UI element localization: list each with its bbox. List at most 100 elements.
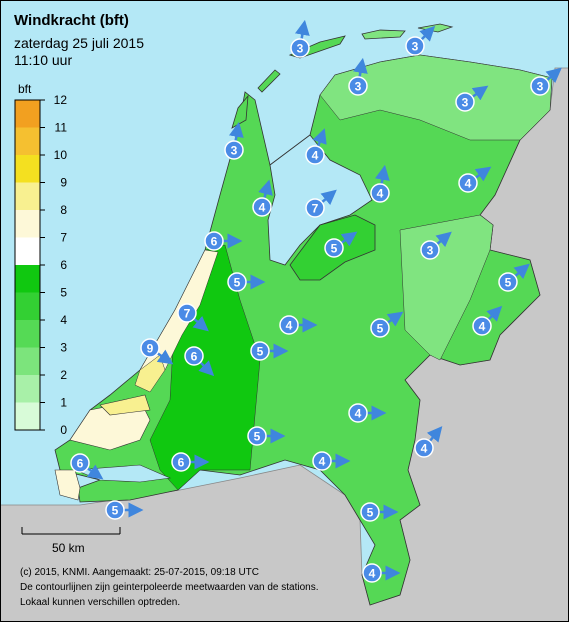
station-marker	[204, 231, 224, 251]
station-value: 3	[462, 96, 469, 110]
station: 4	[472, 305, 503, 336]
station-value: 6	[191, 350, 198, 364]
station: 4	[458, 166, 492, 193]
station: 6	[204, 231, 243, 251]
station: 5	[227, 272, 266, 292]
station-value: 4	[369, 567, 376, 581]
station-marker	[370, 318, 390, 338]
station: 3	[405, 25, 436, 56]
station-value: 4	[286, 319, 293, 333]
stations: 3 3 3 3 3 3 4 4 4 7 4 6 5 3 5 5 7 4 5 4 9 6 5 4 5 4 4 6 6 5 5 4	[70, 19, 562, 583]
legend-label: 6	[60, 258, 67, 272]
station-value: 3	[537, 80, 544, 94]
station: 9	[140, 338, 174, 365]
zeeland	[99, 394, 151, 416]
station: 6	[171, 452, 210, 472]
station-value: 5	[377, 322, 384, 336]
station-value: 4	[377, 187, 384, 201]
station-marker	[247, 426, 267, 446]
station-marker	[177, 303, 197, 323]
legend-band	[15, 237, 40, 265]
region-light	[319, 54, 553, 141]
map-time: 11:10 uur	[14, 52, 72, 68]
station-marker	[184, 346, 204, 366]
legend-band	[15, 100, 40, 128]
station-value: 5	[254, 430, 261, 444]
station: 4	[312, 451, 351, 471]
station-marker	[360, 502, 380, 522]
station: 6	[184, 346, 215, 377]
station-marker	[250, 341, 270, 361]
station-value: 3	[231, 144, 238, 158]
station-value: 6	[211, 235, 218, 249]
station-marker	[252, 197, 272, 217]
station-marker	[348, 403, 368, 423]
map-date: zaterdag 25 juli 2015	[14, 35, 144, 51]
legend-band	[15, 265, 40, 293]
station-value: 6	[178, 456, 185, 470]
station-marker	[227, 272, 247, 292]
legend-label: 5	[60, 286, 67, 300]
station-marker	[530, 76, 550, 96]
station: 4	[252, 179, 273, 217]
island	[361, 29, 406, 40]
station-value: 4	[312, 149, 319, 163]
station: 7	[177, 303, 209, 332]
station-marker	[279, 315, 299, 335]
zeeland	[54, 469, 81, 501]
station-value: 4	[355, 407, 362, 421]
station-value: 9	[147, 342, 154, 356]
station: 4	[305, 128, 327, 165]
station-value: 4	[319, 455, 326, 469]
station-value: 4	[465, 177, 472, 191]
legend-band	[15, 210, 40, 238]
island	[257, 69, 281, 93]
station-marker	[405, 36, 425, 56]
station-marker	[414, 438, 434, 458]
station: 5	[370, 311, 404, 338]
station-marker	[362, 563, 382, 583]
station: 3	[348, 57, 368, 96]
station-marker	[140, 338, 160, 358]
legend-band	[15, 347, 40, 375]
legend-label: 7	[60, 231, 67, 245]
station: 3	[455, 85, 489, 112]
legend-label: 10	[54, 148, 68, 162]
station: 6	[70, 453, 104, 480]
station-value: 4	[421, 442, 428, 456]
station-marker	[472, 316, 492, 336]
station-marker	[324, 238, 344, 258]
footer-line: De contourlijnen zijn geinterpoleerde me…	[20, 582, 319, 593]
station-marker	[70, 453, 90, 473]
station-marker	[290, 38, 310, 58]
station-value: 7	[312, 202, 319, 216]
legend-label: 0	[60, 423, 67, 437]
legend-band	[15, 320, 40, 348]
legend-label: 2	[60, 368, 67, 382]
station-value: 5	[234, 276, 241, 290]
station-value: 4	[259, 201, 266, 215]
legend-label: 11	[55, 121, 68, 135]
station-value: 3	[427, 244, 434, 258]
station-value: 3	[412, 40, 419, 54]
station-value: 5	[367, 506, 374, 520]
station: 5	[105, 500, 144, 520]
station-marker	[224, 140, 244, 160]
station: 4	[279, 315, 318, 335]
scale-label: 50 km	[52, 541, 85, 555]
legend-band	[15, 402, 40, 430]
station-value: 4	[479, 320, 486, 334]
legend-band	[15, 375, 40, 403]
station-value: 5	[257, 345, 264, 359]
station-value: 5	[331, 242, 338, 256]
station-marker	[171, 452, 191, 472]
station-value: 3	[297, 42, 304, 56]
station: 5	[247, 426, 286, 446]
station-marker	[105, 500, 125, 520]
legend-band	[15, 182, 40, 210]
footer-line: (c) 2015, KNMI. Aangemaakt: 25-07-2015, …	[20, 567, 259, 578]
station-marker	[498, 272, 518, 292]
station-marker	[455, 92, 475, 112]
